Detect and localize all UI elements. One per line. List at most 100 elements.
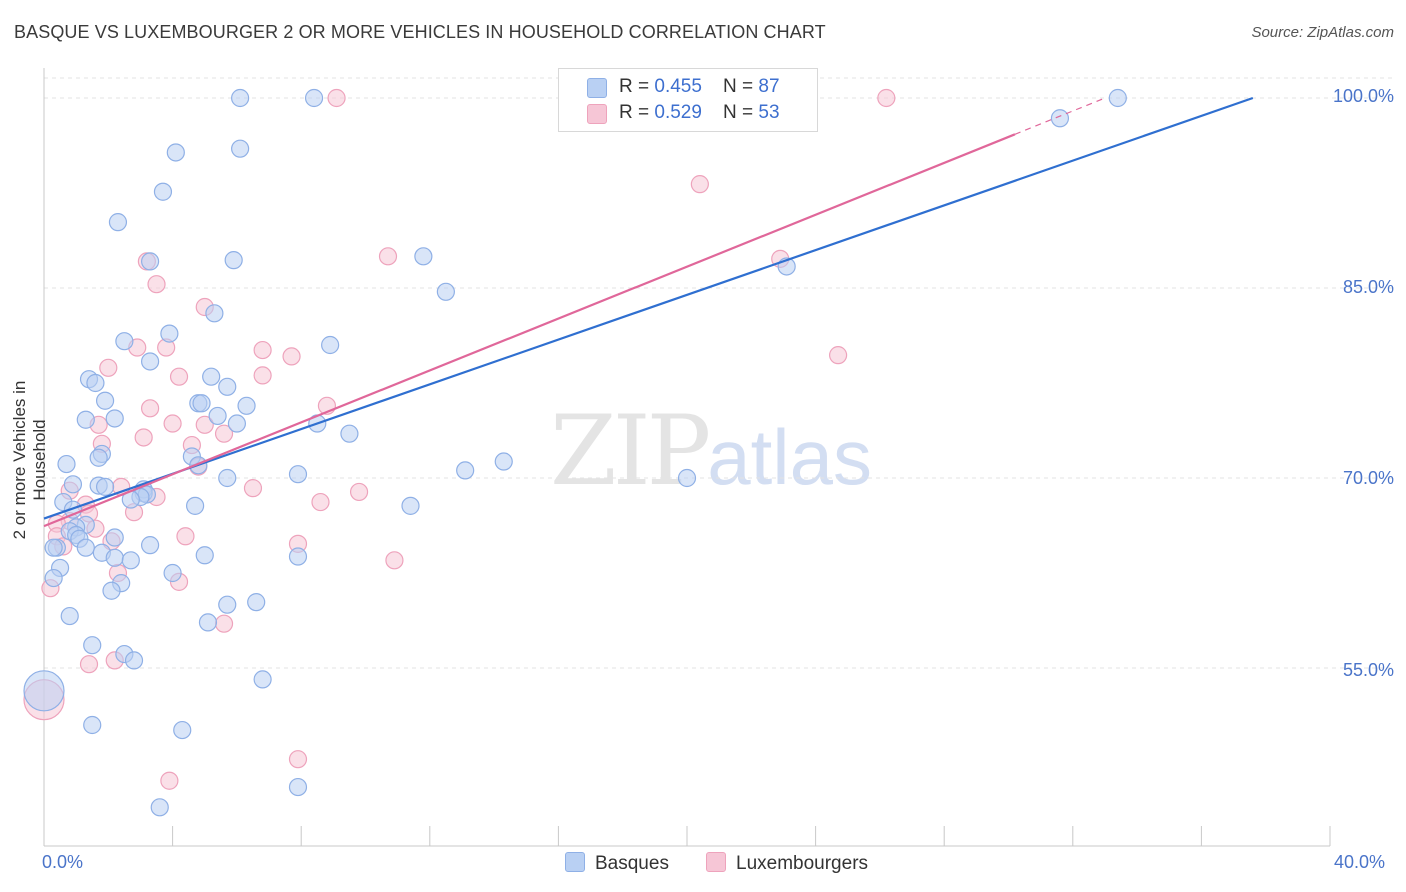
basques-point xyxy=(95,391,115,410)
watermark-zip: ZIP xyxy=(550,395,711,507)
basques-point xyxy=(414,247,433,266)
basques-point xyxy=(83,715,102,735)
basques-point xyxy=(192,394,211,413)
y-tick-label-85: 85.0% xyxy=(1342,277,1394,297)
basques-point xyxy=(76,538,95,557)
basques-point xyxy=(205,304,224,323)
basques-point xyxy=(63,475,83,494)
luxembourgers-point xyxy=(147,275,166,294)
trend-lines xyxy=(43,96,1254,528)
basques-point xyxy=(86,373,105,393)
basques-point xyxy=(231,139,250,158)
basques-point xyxy=(105,528,124,547)
basques-point xyxy=(160,324,179,343)
basques-point xyxy=(76,410,95,429)
basques-point xyxy=(173,720,192,740)
basques-point xyxy=(288,465,308,484)
bottom-legend-basques: Basques xyxy=(565,852,669,875)
legend-n-label: N = xyxy=(723,102,759,123)
basques-point xyxy=(288,547,308,566)
y-tick-label-55: 55.0% xyxy=(1342,660,1394,680)
basques-point xyxy=(108,213,128,232)
legend-n-label: N = xyxy=(723,76,759,97)
basques-trend-line xyxy=(43,96,1254,520)
basques-point xyxy=(202,367,221,386)
luxembourgers-point xyxy=(214,424,234,443)
luxembourgers-point xyxy=(253,366,272,385)
luxembourgers-point xyxy=(140,399,160,418)
luxembourgers-point xyxy=(169,367,189,386)
basques-point xyxy=(401,496,420,515)
basques-point xyxy=(227,414,246,433)
basques-point xyxy=(105,409,124,428)
basques-point xyxy=(140,536,160,555)
luxembourgers-point xyxy=(311,492,330,512)
basques-point xyxy=(208,406,227,426)
luxembourgers-point xyxy=(99,358,118,377)
legend-n-value-luxembourgers: 53 xyxy=(758,102,780,123)
basques-point xyxy=(237,396,256,415)
basques-point xyxy=(436,282,455,301)
bottom-legend-swatch-basques xyxy=(565,852,585,872)
basques-point xyxy=(340,424,359,443)
basques-point xyxy=(304,88,324,108)
luxembourgers-trend-extension xyxy=(1014,97,1106,135)
basques-point xyxy=(44,568,63,588)
basques-point xyxy=(195,546,214,565)
luxembourgers-point xyxy=(79,655,99,674)
luxembourgers-point xyxy=(243,479,263,498)
luxembourgers-point xyxy=(134,428,153,447)
basques-point xyxy=(224,251,243,270)
basques-point xyxy=(153,182,173,201)
bottom-legend-luxembourgers: Luxembourgers xyxy=(706,852,868,875)
stats-legend: R = 0.455 N = 87 R = 0.529 N = 53 xyxy=(558,68,818,132)
basques-point xyxy=(150,798,169,817)
bottom-legend-swatch-luxembourgers xyxy=(706,852,726,872)
legend-r-label: R = xyxy=(619,102,655,123)
luxembourgers-point xyxy=(253,340,272,360)
luxembourgers-point xyxy=(327,88,346,108)
basques-point xyxy=(166,143,185,162)
axes xyxy=(43,68,1331,847)
luxembourgers-point xyxy=(160,771,179,790)
basques-point xyxy=(218,595,237,614)
basques-point xyxy=(124,651,144,670)
basques-point xyxy=(456,461,475,480)
basques-point xyxy=(44,538,63,557)
basques-point xyxy=(1050,109,1070,128)
basques-point xyxy=(60,606,79,626)
luxembourgers-point xyxy=(282,347,301,366)
basques-point xyxy=(253,670,272,689)
luxembourgers-point xyxy=(163,414,182,433)
basques-point xyxy=(121,551,140,570)
basques-point xyxy=(83,636,102,655)
basques-point xyxy=(163,563,182,583)
x-tick-label-max: 40.0% xyxy=(1334,852,1386,872)
basques-point xyxy=(95,477,115,496)
basques-point xyxy=(186,496,205,515)
basques-point xyxy=(140,252,160,271)
legend-r-label: R = xyxy=(619,76,655,97)
luxembourgers-point xyxy=(690,175,709,194)
source-label: Source: ZipAtlas.com xyxy=(1251,24,1394,41)
legend-r-value-luxembourgers: 0.529 xyxy=(654,102,702,123)
legend-swatch-basques xyxy=(587,78,607,98)
basques-point xyxy=(218,377,237,396)
basques-point xyxy=(247,593,266,612)
luxembourgers-point xyxy=(195,415,214,434)
bottom-legend-label-basques: Basques xyxy=(595,853,669,874)
luxembourgers-point xyxy=(349,482,369,502)
bottom-legend-label-luxembourgers: Luxembourgers xyxy=(736,853,869,874)
x-tick-label-min: 0.0% xyxy=(42,852,84,872)
luxembourgers-point xyxy=(877,88,896,108)
luxembourgers-point xyxy=(214,614,234,633)
legend-swatch-luxembourgers xyxy=(587,104,607,124)
basques-point xyxy=(677,468,697,488)
basques-point xyxy=(288,777,308,797)
y-tick-label-100: 100.0% xyxy=(1332,86,1394,106)
y-axis-label: 2 or more Vehicles in Household xyxy=(10,380,49,540)
luxembourgers-point xyxy=(829,346,848,365)
legend-n-value-basques: 87 xyxy=(758,76,780,97)
basques-point xyxy=(231,88,250,108)
